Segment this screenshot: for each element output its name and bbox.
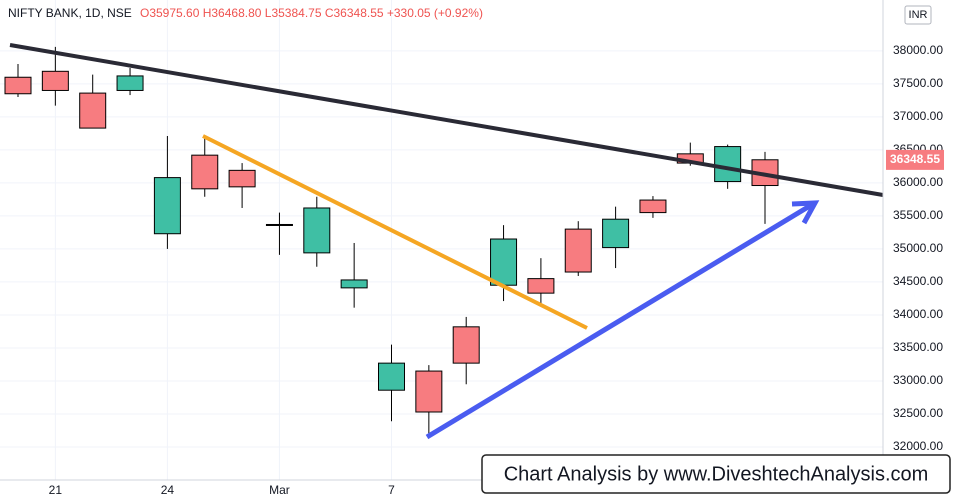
last-price-box (886, 149, 944, 170)
candles (4, 46, 779, 436)
candle-body (191, 154, 219, 190)
candle-body (714, 146, 742, 183)
arrow-head (791, 200, 820, 225)
currency: INR (909, 9, 928, 21)
last-price-label: 36348.55 (890, 152, 940, 166)
candle-body (639, 199, 667, 214)
candle-body (41, 70, 69, 91)
y-tick-label: 34500.00 (893, 274, 943, 288)
y-tick-label: 33500.00 (893, 340, 943, 354)
candle-body (265, 223, 293, 226)
candle-body (452, 326, 480, 364)
y-tick-label: 35000.00 (893, 241, 943, 255)
candle-body (303, 207, 331, 254)
y-tick-label: 37500.00 (893, 76, 943, 90)
x-tick-label: 7 (388, 483, 395, 497)
candle-body (564, 228, 592, 273)
x-tick-label: 24 (161, 483, 175, 497)
y-tick-label: 37000.00 (893, 109, 943, 123)
candle-body (116, 75, 144, 91)
y-tick-label: 38000.00 (893, 43, 943, 57)
candle-body (228, 169, 256, 188)
candle-body (79, 92, 107, 129)
y-tick-label: 34000.00 (893, 307, 943, 321)
y-tick-label: 33000.00 (893, 373, 943, 387)
x-tick-label: 21 (49, 483, 63, 497)
y-tick-label: 32500.00 (893, 406, 943, 420)
candle-body (415, 370, 443, 413)
y-tick-label: 32000.00 (893, 439, 943, 453)
trendline (202, 134, 588, 330)
y-tick-label: 36000.00 (893, 175, 943, 189)
arrow (425, 201, 815, 440)
candle-body (153, 177, 181, 235)
candle-body (602, 218, 630, 249)
trendline (9, 43, 884, 197)
candle-body (527, 278, 555, 294)
axis: 32000.00 32500.00 33000.00 33500.00 34000.00… (49, 43, 944, 497)
candle-body (4, 76, 32, 95)
watermark: Chart Analysis by www.DiveshtechAnalysis… (504, 463, 929, 485)
chart-title: NIFTY BANK, 1D, NSE (8, 6, 132, 20)
candle-body (340, 279, 368, 289)
ohlc-readout: O35975.60 H36468.80 L35384.75 C36348.55 … (140, 6, 483, 20)
y-tick-label: 35500.00 (893, 208, 943, 222)
currency-box (904, 5, 932, 25)
candle-body (378, 362, 405, 391)
watermark-box (481, 454, 951, 494)
grid (0, 0, 883, 480)
candle-body (490, 238, 518, 286)
x-tick-label: Mar (269, 483, 290, 497)
